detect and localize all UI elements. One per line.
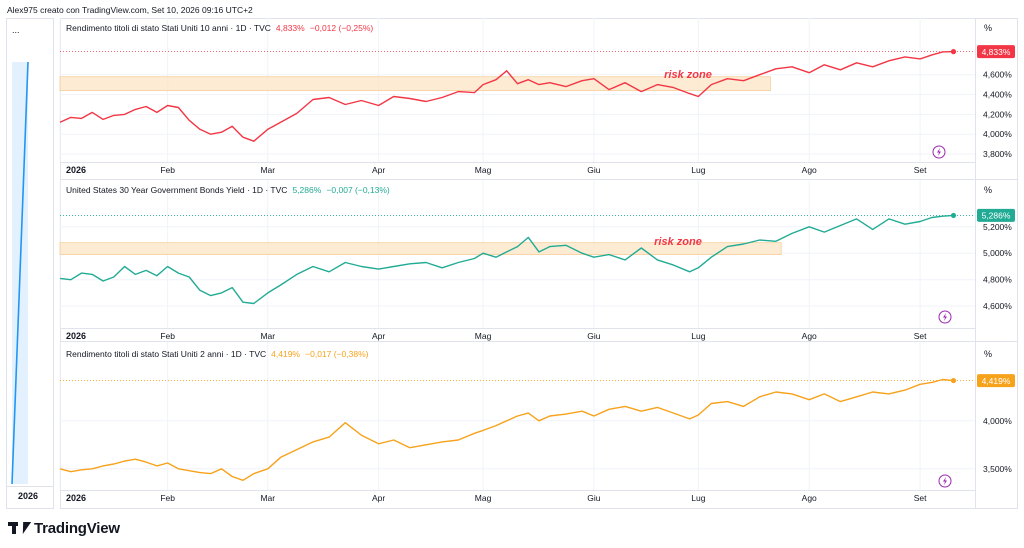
x-tick-label: Mar bbox=[260, 331, 275, 341]
y-tick-label: 4,600% bbox=[983, 301, 1012, 311]
y-tick-label: 5,000% bbox=[983, 248, 1012, 258]
last-value-badge-label: 4,419% bbox=[982, 376, 1011, 386]
x-tick-label: Set bbox=[914, 331, 927, 341]
y-tick-label: 4,400% bbox=[983, 90, 1012, 100]
last-value-badge bbox=[977, 374, 1015, 388]
legend-last-value: 4,833% bbox=[276, 23, 305, 33]
x-tick-label: Apr bbox=[372, 331, 385, 341]
last-point bbox=[950, 212, 957, 219]
x-tick-label: Set bbox=[914, 493, 927, 503]
risk-zone-label: risk zone bbox=[654, 236, 702, 248]
x-tick-label: Feb bbox=[160, 493, 175, 503]
x-tick-label: 2026 bbox=[66, 165, 86, 175]
x-tick-label: Mag bbox=[475, 493, 492, 503]
x-tick-label: Feb bbox=[160, 165, 175, 175]
author-header: Alex975 creato con TradingView.com, Set … bbox=[7, 5, 253, 15]
x-tick-label: Ago bbox=[802, 493, 817, 503]
last-value-badge-label: 5,286% bbox=[982, 211, 1011, 221]
series-legend: Rendimento titoli di stato Stati Uniti 1… bbox=[66, 23, 271, 33]
y-tick-label: 3,500% bbox=[983, 464, 1012, 474]
ellipsis-icon: ... bbox=[12, 25, 20, 35]
series-legend: Rendimento titoli di stato Stati Uniti 2… bbox=[66, 349, 266, 359]
last-point bbox=[950, 377, 957, 384]
risk-zone bbox=[59, 76, 771, 91]
chart-frame bbox=[60, 18, 1018, 509]
lightning-glyph bbox=[943, 477, 947, 485]
series-line bbox=[59, 378, 954, 481]
mini-pane-line bbox=[11, 61, 29, 485]
series-line bbox=[59, 50, 954, 142]
lightning-glyph bbox=[937, 148, 941, 156]
legend-change: −0,012 (−0,25%) bbox=[310, 23, 373, 33]
last-value-badge bbox=[977, 208, 1015, 222]
y-tick-label: 4,000% bbox=[983, 416, 1012, 426]
x-tick-label: Ago bbox=[802, 165, 817, 175]
x-tick-label: Set bbox=[914, 165, 927, 175]
series-line bbox=[59, 214, 954, 305]
legend-change: −0,007 (−0,13%) bbox=[326, 185, 389, 195]
x-tick-label: Lug bbox=[691, 493, 705, 503]
x-tick-label: Feb bbox=[160, 331, 175, 341]
legend-last-value: 4,419% bbox=[271, 349, 300, 359]
tradingview-logo-icon bbox=[8, 521, 32, 535]
y-tick-label: 5,200% bbox=[983, 222, 1012, 232]
last-value-badge bbox=[977, 45, 1015, 59]
x-tick-label: Mag bbox=[475, 331, 492, 341]
x-tick-label: Mar bbox=[260, 493, 275, 503]
price-axis-unit: % bbox=[984, 349, 992, 359]
logo-text: TradingView bbox=[34, 519, 120, 537]
last-value-badge-label: 4,833% bbox=[982, 47, 1011, 57]
legend-change: −0,017 (−0,38%) bbox=[305, 349, 368, 359]
risk-zone bbox=[59, 242, 782, 255]
x-tick-label: Mag bbox=[475, 165, 492, 175]
risk-zone-label: risk zone bbox=[664, 69, 712, 81]
x-tick-label: Ago bbox=[802, 331, 817, 341]
tradingview-logo: TradingView bbox=[8, 518, 120, 538]
price-axis-unit: % bbox=[984, 23, 992, 33]
x-tick-label: 2026 bbox=[66, 493, 86, 503]
series-legend: United States 30 Year Government Bonds Y… bbox=[66, 185, 287, 195]
x-tick-label: Apr bbox=[372, 493, 385, 503]
lightning-glyph bbox=[943, 313, 947, 321]
mini-pane-x-label: 2026 bbox=[18, 491, 38, 501]
y-tick-label: 4,600% bbox=[983, 70, 1012, 80]
x-tick-label: Lug bbox=[691, 331, 705, 341]
last-point bbox=[950, 49, 957, 55]
x-tick-label: Apr bbox=[372, 165, 385, 175]
y-tick-label: 4,200% bbox=[983, 109, 1012, 119]
x-tick-label: Giu bbox=[587, 331, 601, 341]
x-tick-label: Lug bbox=[691, 165, 705, 175]
legend-last-value: 5,286% bbox=[292, 185, 321, 195]
x-tick-label: Giu bbox=[587, 165, 601, 175]
x-tick-label: Mar bbox=[260, 165, 275, 175]
y-tick-label: 4,800% bbox=[983, 275, 1012, 285]
y-tick-label: 3,800% bbox=[983, 149, 1012, 159]
y-tick-label: 4,000% bbox=[983, 129, 1012, 139]
x-tick-label: 2026 bbox=[66, 331, 86, 341]
price-axis-unit: % bbox=[984, 185, 992, 195]
x-tick-label: Giu bbox=[587, 493, 601, 503]
